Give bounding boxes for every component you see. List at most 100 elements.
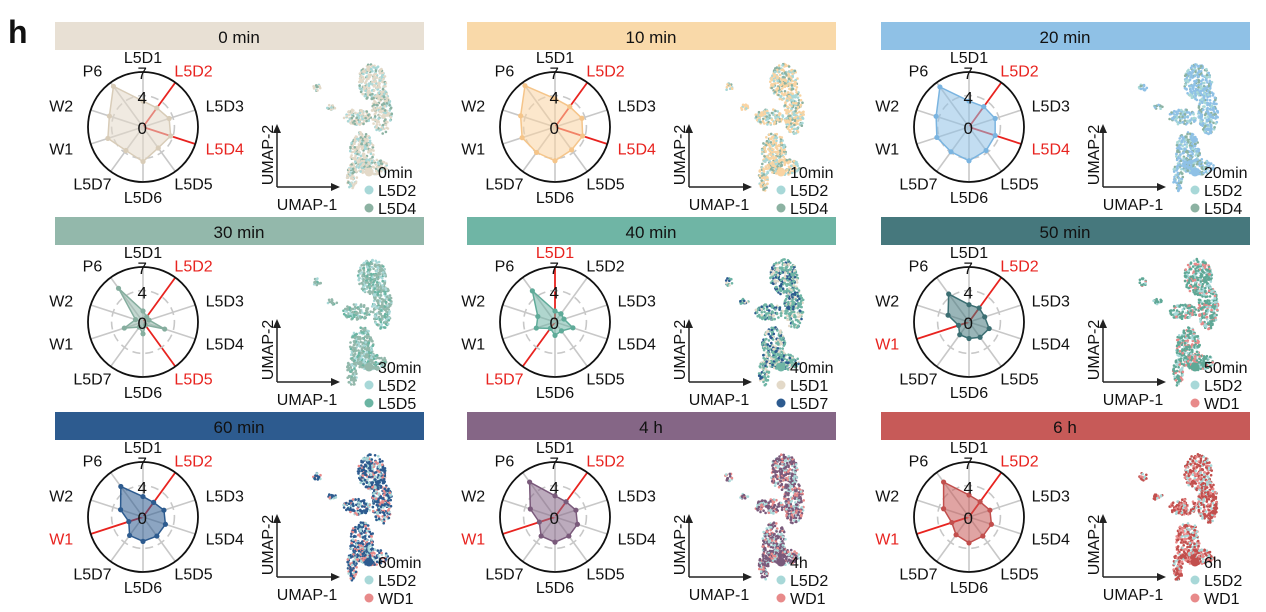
umap-point [375,269,378,273]
umap-point [1203,105,1206,108]
umap-point [780,164,783,167]
umap-point [759,120,762,124]
umap-point [775,158,778,162]
umap-point [726,83,729,86]
panel-title: 30 min [213,223,264,242]
umap-point [792,284,796,287]
umap-point [375,126,378,129]
umap-point [779,146,783,150]
umap-point [1193,74,1197,78]
umap-point [791,322,795,325]
legend-marker [776,362,786,372]
panel-30min: 30 min740L5D1L5D2L5D3L5D4L5D5L5D6L5D7W1W… [49,217,424,413]
umap-point [361,117,364,121]
umap-point [739,299,742,303]
umap-point [741,301,744,305]
umap-point [377,85,380,89]
umap-point [774,308,777,311]
umap-point [361,337,364,340]
umap-point [360,281,364,285]
umap-point [781,64,784,67]
radar-point-L5D2 [981,104,987,110]
radar-point-L5D2 [558,311,564,317]
radar-axis-label-L5D4: L5D4 [206,337,244,354]
umap-point [359,90,363,94]
radar-axis-label-W2: W2 [461,293,485,310]
umap-point [774,279,778,283]
radar-axis-label-W1: W1 [461,142,485,159]
umap-point [370,284,373,288]
umap-point [762,173,765,176]
umap-point [356,317,360,321]
umap-point [779,312,783,315]
umap-point [375,158,379,162]
umap-point [352,380,356,384]
umap-point [372,293,376,297]
umap-point [768,156,771,160]
umap-point [794,315,797,319]
umap-point [795,86,799,89]
umap-point [780,118,783,121]
umap-point [362,159,366,163]
umap-point [1176,171,1180,175]
umap-point [356,152,359,156]
umap-point [794,82,797,86]
radar-axis-label-L5D5: L5D5 [1000,177,1038,194]
umap-point [776,87,780,90]
umap-point [766,343,770,346]
umap-point [1139,87,1143,91]
umap-point [787,262,790,266]
umap-point [1201,98,1204,101]
radar-point-L5D5 [558,328,565,334]
umap-point [771,338,775,341]
umap-point [359,304,363,308]
radar-axis-label-W2: W2 [875,98,899,115]
umap-point [1198,152,1201,155]
umap-point [790,125,794,128]
umap-point [380,301,384,304]
umap-point [1186,164,1189,167]
umap-point [783,343,786,346]
umap-point [781,347,784,350]
umap-point [774,285,778,289]
umap-point [1190,84,1194,87]
legend-label: L5D2 [378,183,416,200]
umap-point [373,287,377,291]
umap-point [1186,154,1190,158]
umap-point [775,289,779,293]
umap-point [797,302,800,306]
umap-point [360,109,363,112]
umap-point [360,354,364,358]
umap-point [355,145,359,149]
umap-point [766,111,769,115]
radar-axis-label-L5D6: L5D6 [536,190,574,207]
umap-point [367,268,370,272]
umap-point [364,147,368,150]
umap-point [364,279,368,282]
umap-point [786,259,790,262]
umap-point [361,76,365,79]
umap-point [372,361,376,365]
legend-marker [776,167,786,177]
umap-point [763,346,767,350]
umap-point [1183,147,1187,151]
umap-point [1186,132,1189,136]
umap-point [772,282,775,286]
legend-marker [776,185,786,195]
umap-point [761,119,765,123]
umap-point [766,347,769,351]
umap-point [327,103,331,107]
umap-point [1187,119,1190,123]
umap-point [787,77,791,81]
umap-point [1214,117,1217,120]
umap-point [1204,112,1207,116]
panel-0min: 0 min740L5D1L5D2L5D3L5D4L5D5L5D6L5D7W1W2… [49,22,424,218]
umap-point [792,305,795,309]
umap-point [1209,131,1213,135]
umap-point [367,150,370,154]
umap-point [1186,115,1189,119]
umap-point [769,121,772,125]
umap-point [364,81,367,85]
umap-point [790,84,794,87]
umap-point [759,183,762,187]
